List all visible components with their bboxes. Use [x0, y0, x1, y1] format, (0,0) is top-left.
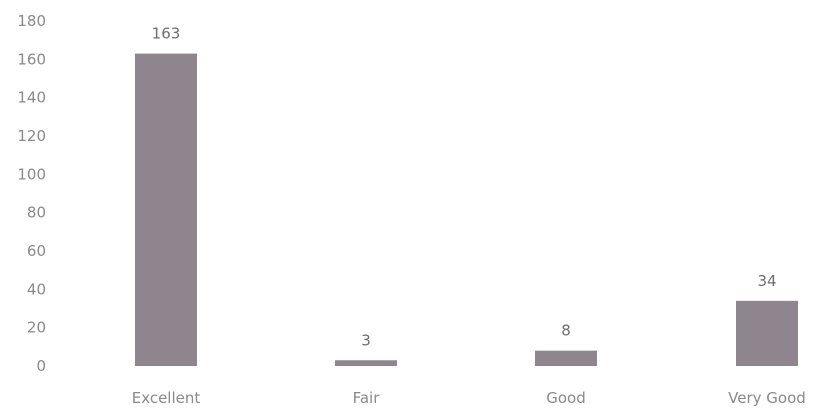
y-tick-label-100: 100 — [17, 165, 46, 183]
bar-fair — [335, 360, 397, 366]
x-tick-label-very-good: Very Good — [728, 389, 806, 407]
x-tick-label-good: Good — [546, 389, 586, 407]
bars — [135, 53, 798, 366]
data-label-excellent: 163 — [152, 25, 181, 43]
data-label-very-good: 34 — [757, 272, 776, 290]
bar-very-good — [736, 300, 798, 366]
x-axis: Excellent Fair Good Very Good — [132, 389, 806, 407]
y-tick-label-80: 80 — [27, 204, 46, 222]
bar-good — [535, 350, 597, 366]
data-labels: 163 3 8 34 — [152, 25, 777, 350]
y-tick-label-0: 0 — [36, 357, 46, 375]
bar-excellent — [135, 53, 197, 366]
y-axis: 0 20 40 60 80 100 120 140 160 180 — [17, 12, 46, 375]
y-tick-label-140: 140 — [17, 89, 46, 107]
data-label-good: 8 — [561, 322, 571, 340]
data-label-fair: 3 — [361, 331, 371, 349]
x-tick-label-fair: Fair — [353, 389, 381, 407]
y-tick-label-20: 20 — [27, 319, 46, 337]
y-tick-label-180: 180 — [17, 12, 46, 30]
y-tick-label-160: 160 — [17, 50, 46, 68]
y-tick-label-60: 60 — [27, 242, 46, 260]
y-tick-label-120: 120 — [17, 127, 46, 145]
y-tick-label-40: 40 — [27, 280, 46, 298]
x-tick-label-excellent: Excellent — [132, 389, 201, 407]
